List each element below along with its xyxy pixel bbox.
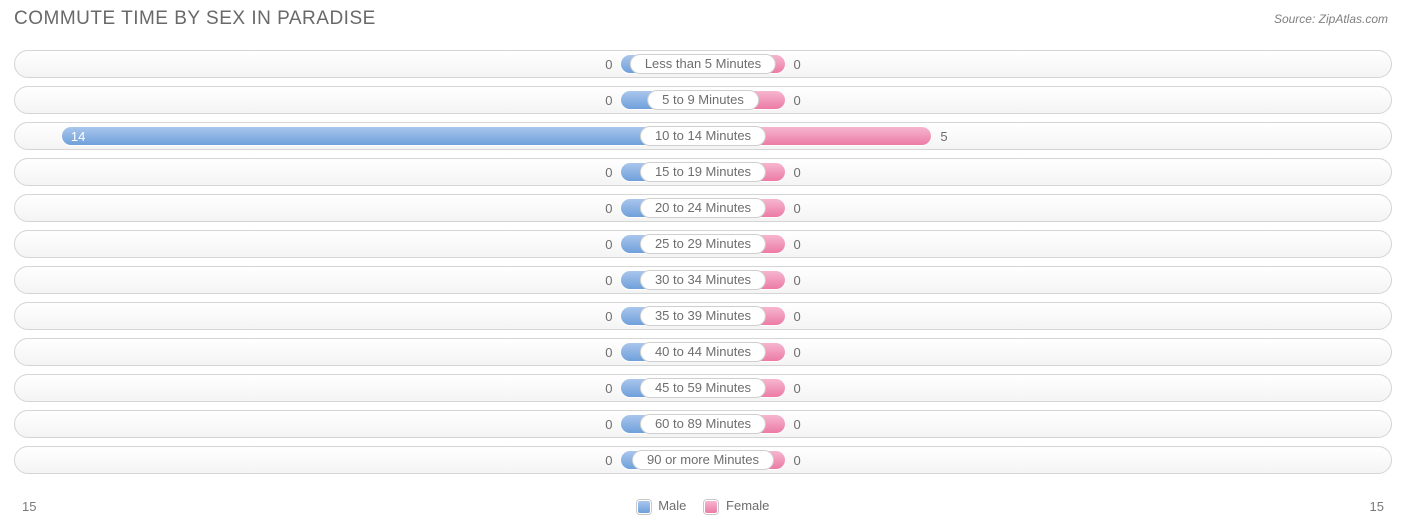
chart-row: 0 0 90 or more Minutes [14, 446, 1392, 474]
chart-title: COMMUTE TIME BY SEX IN PARADISE [14, 8, 376, 30]
female-value: 0 [786, 87, 801, 113]
male-value: 0 [605, 303, 620, 329]
chart-row: 0 0 30 to 34 Minutes [14, 266, 1392, 294]
male-value: 0 [605, 447, 620, 473]
chart-row: 0 0 35 to 39 Minutes [14, 302, 1392, 330]
commute-chart: COMMUTE TIME BY SEX IN PARADISE Source: … [0, 0, 1406, 522]
female-value: 0 [786, 231, 801, 257]
male-value: 0 [605, 267, 620, 293]
category-label: 5 to 9 Minutes [647, 90, 759, 110]
legend-female-label: Female [726, 498, 769, 513]
chart-row: 0 0 25 to 29 Minutes [14, 230, 1392, 258]
source-label: Source: ZipAtlas.com [1274, 12, 1388, 26]
chart-row: 0 0 45 to 59 Minutes [14, 374, 1392, 402]
category-label: 15 to 19 Minutes [640, 162, 766, 182]
category-label: 20 to 24 Minutes [640, 198, 766, 218]
chart-row: 0 0 60 to 89 Minutes [14, 410, 1392, 438]
category-label: 60 to 89 Minutes [640, 414, 766, 434]
chart-row: 0 0 20 to 24 Minutes [14, 194, 1392, 222]
category-label: 10 to 14 Minutes [640, 126, 766, 146]
female-value: 0 [786, 159, 801, 185]
male-value: 0 [605, 195, 620, 221]
male-value: 0 [605, 339, 620, 365]
female-value: 0 [786, 447, 801, 473]
male-value: 0 [605, 159, 620, 185]
female-value: 5 [932, 123, 947, 149]
category-label: 90 or more Minutes [632, 450, 774, 470]
male-value: 14 [61, 123, 85, 149]
male-value: 0 [605, 411, 620, 437]
legend-male-label: Male [658, 498, 686, 513]
category-label: 45 to 59 Minutes [640, 378, 766, 398]
female-value: 0 [786, 51, 801, 77]
female-value: 0 [786, 195, 801, 221]
category-label: 40 to 44 Minutes [640, 342, 766, 362]
female-swatch-icon [704, 500, 718, 514]
male-value: 0 [605, 51, 620, 77]
category-label: 25 to 29 Minutes [640, 234, 766, 254]
legend-male: Male [637, 498, 687, 514]
legend-female: Female [704, 498, 769, 514]
male-bar [61, 126, 703, 146]
female-value: 0 [786, 411, 801, 437]
plot-area: 0 0 Less than 5 Minutes 0 0 5 to 9 Minutes 14 5… [14, 50, 1392, 488]
male-swatch-icon [637, 500, 651, 514]
female-value: 0 [786, 339, 801, 365]
male-value: 0 [605, 231, 620, 257]
category-label: 30 to 34 Minutes [640, 270, 766, 290]
category-label: Less than 5 Minutes [630, 54, 776, 74]
female-value: 0 [786, 303, 801, 329]
male-value: 0 [605, 87, 620, 113]
female-value: 0 [786, 375, 801, 401]
legend: Male Female [0, 498, 1406, 514]
chart-row: 0 0 40 to 44 Minutes [14, 338, 1392, 366]
chart-row: 0 0 5 to 9 Minutes [14, 86, 1392, 114]
female-value: 0 [786, 267, 801, 293]
chart-row: 14 5 10 to 14 Minutes [14, 122, 1392, 150]
male-value: 0 [605, 375, 620, 401]
category-label: 35 to 39 Minutes [640, 306, 766, 326]
chart-row: 0 0 15 to 19 Minutes [14, 158, 1392, 186]
chart-row: 0 0 Less than 5 Minutes [14, 50, 1392, 78]
